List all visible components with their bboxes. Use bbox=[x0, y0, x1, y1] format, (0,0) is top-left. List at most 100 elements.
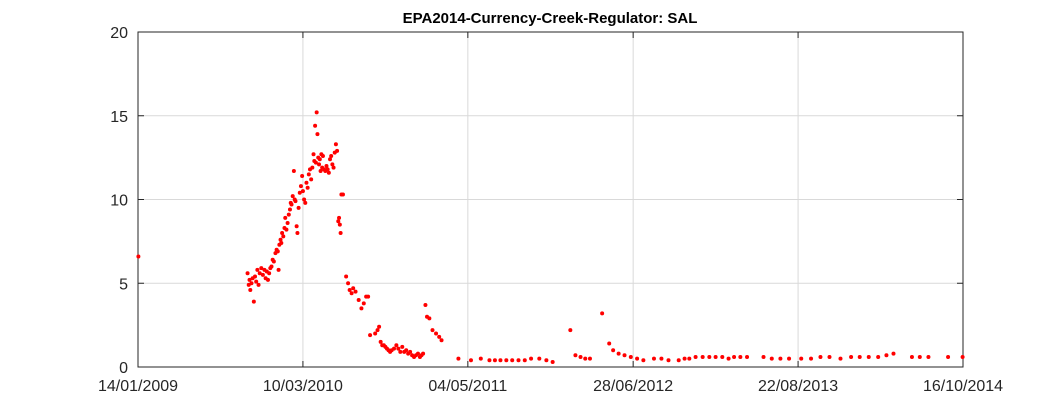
data-point bbox=[849, 354, 854, 359]
data-point bbox=[256, 282, 261, 287]
data-point bbox=[338, 231, 343, 235]
data-point bbox=[310, 165, 315, 170]
data-point bbox=[297, 190, 302, 195]
data-point bbox=[306, 172, 311, 177]
data-point bbox=[328, 157, 333, 162]
data-point bbox=[635, 356, 640, 361]
data-point bbox=[333, 142, 338, 147]
data-point bbox=[320, 153, 325, 158]
data-point bbox=[378, 339, 383, 344]
y-tick-label: 15 bbox=[110, 109, 128, 126]
data-point bbox=[492, 358, 497, 363]
data-point bbox=[281, 234, 286, 239]
data-point bbox=[293, 199, 298, 204]
data-point bbox=[303, 200, 308, 205]
data-point bbox=[726, 356, 731, 361]
data-point bbox=[247, 277, 252, 282]
data-point bbox=[707, 354, 712, 359]
data-point bbox=[257, 271, 262, 276]
data-point bbox=[351, 286, 356, 291]
data-point bbox=[245, 271, 250, 276]
data-point bbox=[761, 354, 766, 359]
data-point bbox=[884, 353, 889, 358]
data-point bbox=[510, 358, 515, 363]
data-point bbox=[700, 354, 705, 359]
data-point bbox=[439, 338, 444, 343]
data-point bbox=[290, 194, 295, 199]
data-point bbox=[641, 358, 646, 363]
data-point bbox=[349, 291, 354, 296]
data-point bbox=[827, 354, 832, 359]
data-point bbox=[394, 343, 399, 348]
data-point bbox=[659, 356, 664, 361]
data-point bbox=[400, 344, 405, 349]
data-point bbox=[249, 281, 254, 286]
data-point bbox=[300, 189, 305, 194]
chart-title: EPA2014-Currency-Creek-Regulator: SAL bbox=[403, 10, 698, 27]
data-point bbox=[269, 264, 274, 269]
data-point bbox=[326, 170, 331, 175]
data-point bbox=[366, 294, 371, 299]
x-tick-label: 10/03/2010 bbox=[263, 378, 343, 395]
grid bbox=[138, 32, 963, 367]
data-point bbox=[600, 311, 605, 316]
data-point bbox=[583, 356, 588, 361]
data-point bbox=[284, 227, 289, 232]
data-point bbox=[628, 354, 633, 359]
data-point bbox=[876, 354, 881, 359]
data-point bbox=[265, 277, 270, 282]
data-point bbox=[578, 354, 583, 359]
data-point bbox=[325, 167, 330, 172]
data-point bbox=[498, 358, 503, 363]
data-point bbox=[682, 356, 687, 361]
data-point bbox=[687, 356, 692, 361]
data-point bbox=[329, 153, 334, 158]
data-point bbox=[456, 356, 461, 361]
data-point bbox=[368, 333, 373, 338]
data-point bbox=[280, 231, 285, 235]
data-point bbox=[720, 354, 725, 359]
data-point bbox=[336, 219, 341, 224]
data-point bbox=[255, 267, 260, 272]
data-point bbox=[809, 356, 814, 361]
data-point bbox=[375, 328, 380, 333]
data-point bbox=[769, 356, 774, 361]
data-point bbox=[254, 279, 259, 284]
data-point bbox=[302, 197, 307, 202]
data-point bbox=[568, 328, 573, 333]
y-tick-label: 10 bbox=[110, 193, 128, 210]
data-point bbox=[396, 346, 401, 351]
data-point bbox=[324, 164, 329, 168]
data-point bbox=[838, 356, 843, 361]
data-point bbox=[404, 348, 409, 353]
data-point bbox=[356, 298, 361, 302]
data-point bbox=[353, 289, 358, 294]
data-point bbox=[314, 110, 319, 115]
data-point bbox=[260, 272, 265, 277]
data-point bbox=[573, 353, 578, 358]
data-point bbox=[408, 349, 413, 354]
data-point bbox=[347, 287, 352, 292]
data-point bbox=[522, 358, 527, 363]
data-point bbox=[745, 354, 750, 359]
data-point bbox=[392, 346, 397, 351]
data-point bbox=[960, 354, 965, 359]
data-point bbox=[253, 274, 258, 279]
data-point bbox=[267, 271, 272, 276]
data-point bbox=[926, 354, 931, 359]
data-point bbox=[337, 215, 342, 220]
data-point bbox=[398, 349, 403, 354]
data-point bbox=[427, 316, 432, 321]
data-point bbox=[271, 259, 276, 264]
x-tick-label: 04/05/2011 bbox=[428, 378, 507, 395]
data-point bbox=[315, 132, 320, 137]
data-point bbox=[544, 358, 549, 363]
data-points bbox=[136, 110, 965, 364]
x-tick-label: 28/06/2012 bbox=[593, 378, 673, 395]
data-point bbox=[799, 356, 804, 361]
data-point bbox=[346, 281, 351, 286]
data-point bbox=[294, 224, 299, 229]
y-tick-label: 0 bbox=[119, 360, 128, 377]
data-point bbox=[587, 356, 592, 361]
